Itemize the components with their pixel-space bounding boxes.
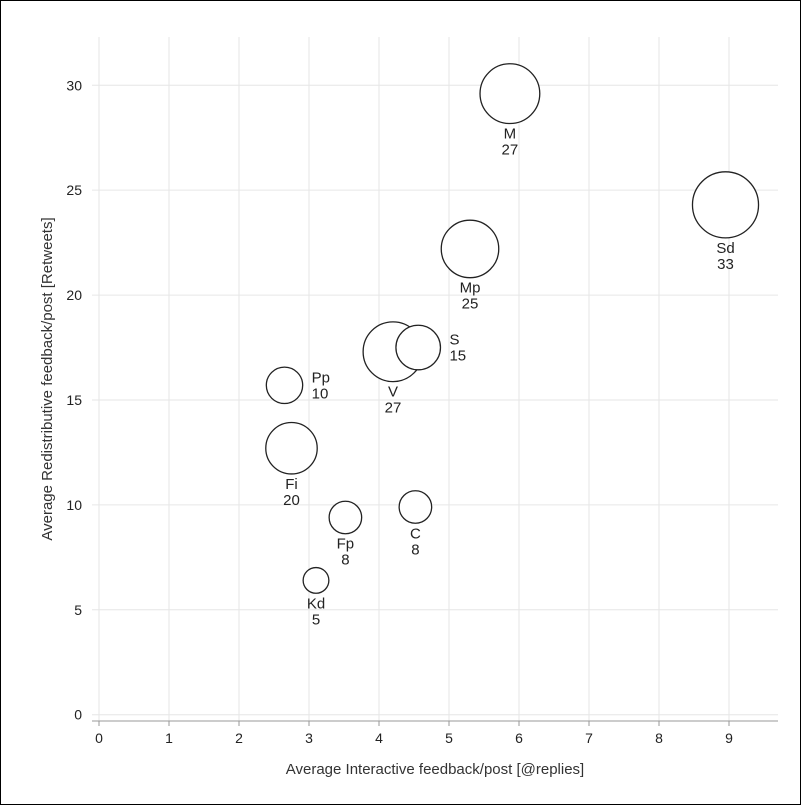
bubble-value-label: 33 — [717, 256, 734, 273]
bubble-value-label: 8 — [341, 552, 349, 569]
x-tick-label: 5 — [445, 730, 453, 746]
bubble-name-label: M — [504, 126, 517, 143]
bubble-name-label: S — [449, 332, 459, 349]
y-tick-label: 10 — [66, 497, 82, 513]
bubble-sd — [691, 171, 760, 239]
axes — [92, 720, 778, 726]
bubble-value-label: 20 — [283, 492, 300, 509]
bubble-fi — [265, 421, 318, 475]
x-tick-label: 0 — [95, 730, 103, 746]
x-tick-label: 1 — [165, 730, 173, 746]
bubble-value-label: 25 — [462, 296, 479, 313]
bubble-name-label: Pp — [312, 369, 330, 386]
bubble-value-label: 27 — [502, 142, 519, 159]
bubble-value-label: 10 — [312, 385, 329, 402]
x-tick-label: 7 — [585, 730, 593, 746]
x-tick-label: 6 — [515, 730, 523, 746]
y-tick-label: 15 — [66, 392, 82, 408]
y-tick-label: 0 — [74, 707, 82, 723]
bubble-name-label: Fp — [337, 536, 355, 553]
bubble-name-label: Mp — [460, 280, 481, 297]
x-axis-title: Average Interactive feedback/post [@repl… — [286, 761, 584, 778]
grid — [92, 37, 778, 721]
x-tick-label: 8 — [655, 730, 663, 746]
bubble-m — [479, 63, 541, 125]
bubble-name-label: Kd — [307, 595, 325, 612]
y-tick-label: 25 — [66, 182, 82, 198]
bubble-c — [398, 490, 433, 524]
x-tick-label: 2 — [235, 730, 243, 746]
bubbles — [265, 63, 760, 594]
bubble-value-label: 27 — [385, 400, 402, 417]
bubble-fp — [328, 500, 363, 535]
bubble-name-label: Sd — [716, 240, 734, 257]
y-tick-label: 20 — [66, 287, 82, 303]
bubble-value-label: 15 — [449, 348, 466, 365]
bubble-pp — [265, 366, 304, 405]
tick-labels: 0 1 2 3 4 5 6 7 8 9 0 5 10 15 20 25 30 — [66, 77, 733, 746]
bubble-name-label: V — [388, 384, 398, 401]
y-tick-label: 5 — [74, 602, 82, 618]
bubble-s — [395, 324, 442, 371]
y-axis-title: Average Redistributive feedback/post [Re… — [39, 217, 56, 540]
bubble-value-label: 8 — [411, 541, 419, 558]
bubble-kd — [302, 566, 330, 594]
x-tick-label: 4 — [375, 730, 383, 746]
bubble-mp — [440, 219, 500, 279]
x-tick-label: 9 — [725, 730, 733, 746]
bubble-name-label: C — [410, 525, 421, 542]
bubble-value-label: 5 — [312, 611, 320, 628]
y-tick-label: 30 — [66, 77, 82, 93]
x-tick-label: 3 — [305, 730, 313, 746]
bubble-name-label: Fi — [285, 476, 298, 493]
